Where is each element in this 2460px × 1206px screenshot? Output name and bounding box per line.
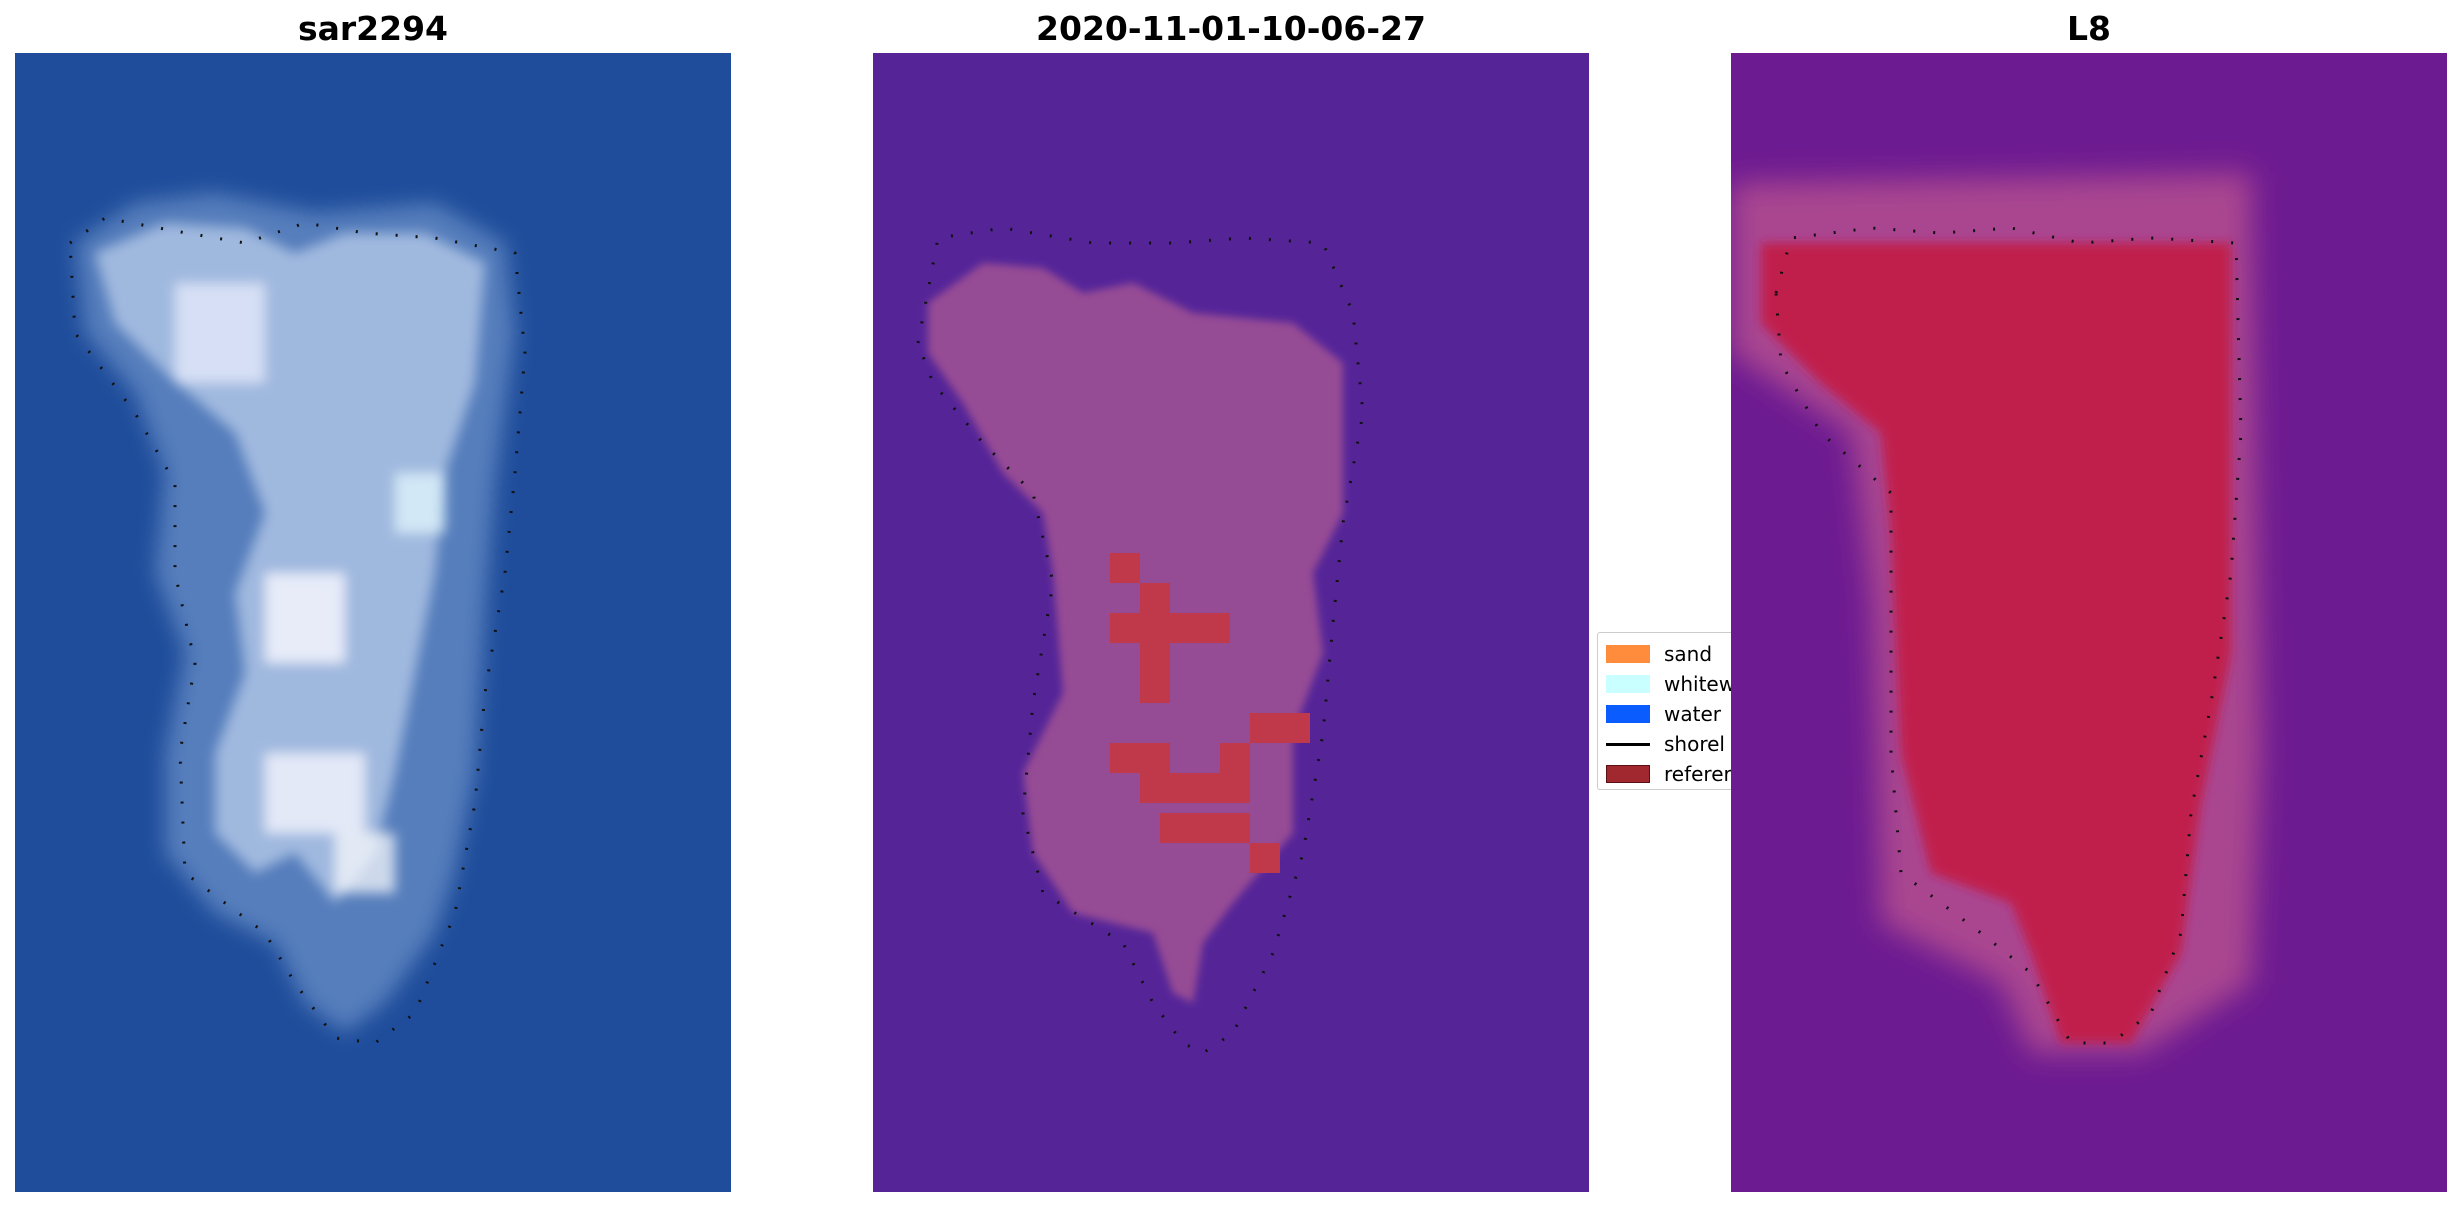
legend-label: water <box>1664 702 1721 726</box>
sar-bright-patch <box>395 473 445 533</box>
sar-island-core <box>95 223 485 903</box>
classified-reference-cells <box>1110 553 1310 873</box>
panel-title-sar: sar2294 <box>297 9 449 48</box>
l8-image <box>1731 53 2447 1192</box>
sar-image-panel <box>15 53 731 1192</box>
sar-image <box>15 53 731 1192</box>
sar-bright-patch <box>265 753 365 833</box>
legend-item-shoreline: shorel <box>1606 729 1725 759</box>
panel-title-date: 2020-11-01-10-06-27 <box>1036 9 1426 48</box>
l8-island-core <box>1761 243 2231 1043</box>
legend-item-whitewater: whitew <box>1606 669 1731 699</box>
sar-bright-patch <box>335 833 395 893</box>
legend-item-reference: referer <box>1606 759 1731 789</box>
legend-item-water: water <box>1606 699 1721 729</box>
classified-image <box>873 53 1589 1192</box>
legend: sand whitew water shorel referer <box>1597 632 1731 790</box>
legend-swatch-water <box>1606 705 1650 723</box>
legend-swatch-reference <box>1606 765 1650 783</box>
legend-label: whitew <box>1664 672 1731 696</box>
legend-swatch-sand <box>1606 645 1650 663</box>
sar-bright-patch <box>175 283 265 383</box>
legend-label: sand <box>1664 642 1713 666</box>
legend-line-shoreline <box>1606 742 1650 746</box>
legend-label: shorel <box>1664 732 1725 756</box>
legend-label: referer <box>1664 762 1731 786</box>
classified-image-panel <box>873 53 1589 1192</box>
l8-image-panel <box>1731 53 2447 1192</box>
sar-bright-patch <box>265 573 345 663</box>
legend-swatch-whitewater <box>1606 675 1650 693</box>
legend-item-sand: sand <box>1606 639 1712 669</box>
panel-title-l8: L8 <box>2067 9 2111 48</box>
